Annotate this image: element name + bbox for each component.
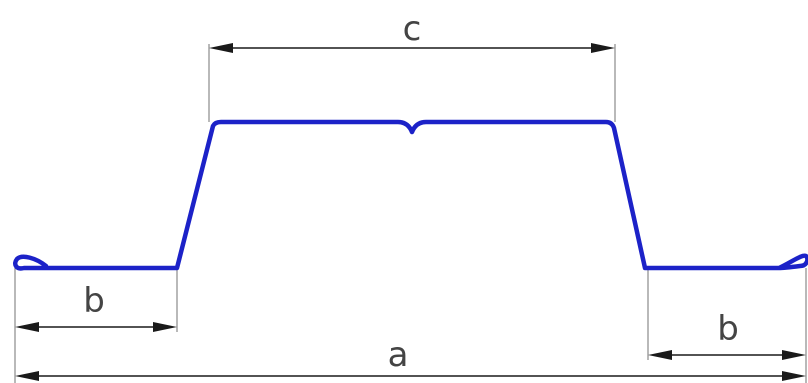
label-b-left: b: [83, 281, 105, 321]
label-c: c: [403, 9, 422, 49]
arrow-b-right-end: [782, 350, 806, 360]
arrow-c-left: [209, 43, 233, 53]
dimension-b-right: b: [648, 309, 806, 360]
arrow-b-right-start: [648, 350, 672, 360]
dimension-c: c: [209, 9, 615, 53]
label-b-right: b: [717, 309, 739, 349]
label-a: a: [388, 335, 409, 375]
arrow-b-left-start: [15, 322, 39, 332]
arrow-a-left: [15, 371, 39, 381]
arrow-c-right: [591, 43, 615, 53]
dimension-b-left: b: [15, 281, 177, 332]
arrow-a-right: [782, 371, 806, 381]
sheet-profile-line: [13, 119, 808, 271]
arrow-b-left-end: [153, 322, 177, 332]
dimension-a: a: [15, 335, 806, 381]
